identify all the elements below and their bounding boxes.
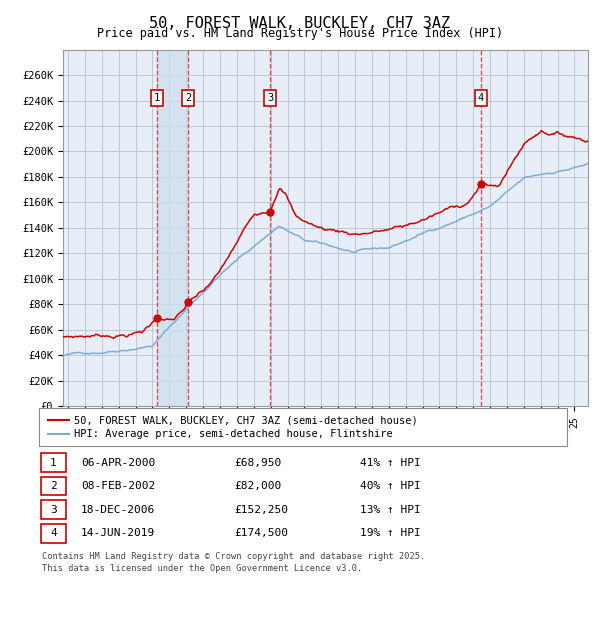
- Text: 50, FOREST WALK, BUCKLEY, CH7 3AZ (semi-detached house): 50, FOREST WALK, BUCKLEY, CH7 3AZ (semi-…: [74, 415, 418, 425]
- Text: 41% ↑ HPI: 41% ↑ HPI: [360, 458, 421, 467]
- Text: This data is licensed under the Open Government Licence v3.0.: This data is licensed under the Open Gov…: [42, 564, 362, 574]
- Text: 19% ↑ HPI: 19% ↑ HPI: [360, 528, 421, 538]
- Text: 4: 4: [50, 528, 57, 538]
- Text: Contains HM Land Registry data © Crown copyright and database right 2025.: Contains HM Land Registry data © Crown c…: [42, 552, 425, 561]
- Text: 06-APR-2000: 06-APR-2000: [81, 458, 155, 467]
- Text: 1: 1: [154, 93, 160, 103]
- Text: HPI: Average price, semi-detached house, Flintshire: HPI: Average price, semi-detached house,…: [74, 429, 392, 440]
- Text: 2: 2: [185, 93, 191, 103]
- Text: £174,500: £174,500: [234, 528, 288, 538]
- Text: £82,000: £82,000: [234, 481, 281, 491]
- Text: 14-JUN-2019: 14-JUN-2019: [81, 528, 155, 538]
- Text: 3: 3: [50, 505, 57, 515]
- Text: 18-DEC-2006: 18-DEC-2006: [81, 505, 155, 515]
- Text: 2: 2: [50, 481, 57, 491]
- Text: 3: 3: [267, 93, 273, 103]
- Text: 50, FOREST WALK, BUCKLEY, CH7 3AZ: 50, FOREST WALK, BUCKLEY, CH7 3AZ: [149, 16, 451, 30]
- Bar: [157, 50, 188, 406]
- Text: £68,950: £68,950: [234, 458, 281, 467]
- Text: 13% ↑ HPI: 13% ↑ HPI: [360, 505, 421, 515]
- Text: 08-FEB-2002: 08-FEB-2002: [81, 481, 155, 491]
- Text: 4: 4: [478, 93, 484, 103]
- Text: 1: 1: [50, 458, 57, 467]
- Text: 40% ↑ HPI: 40% ↑ HPI: [360, 481, 421, 491]
- Text: Price paid vs. HM Land Registry's House Price Index (HPI): Price paid vs. HM Land Registry's House …: [97, 27, 503, 40]
- Text: £152,250: £152,250: [234, 505, 288, 515]
